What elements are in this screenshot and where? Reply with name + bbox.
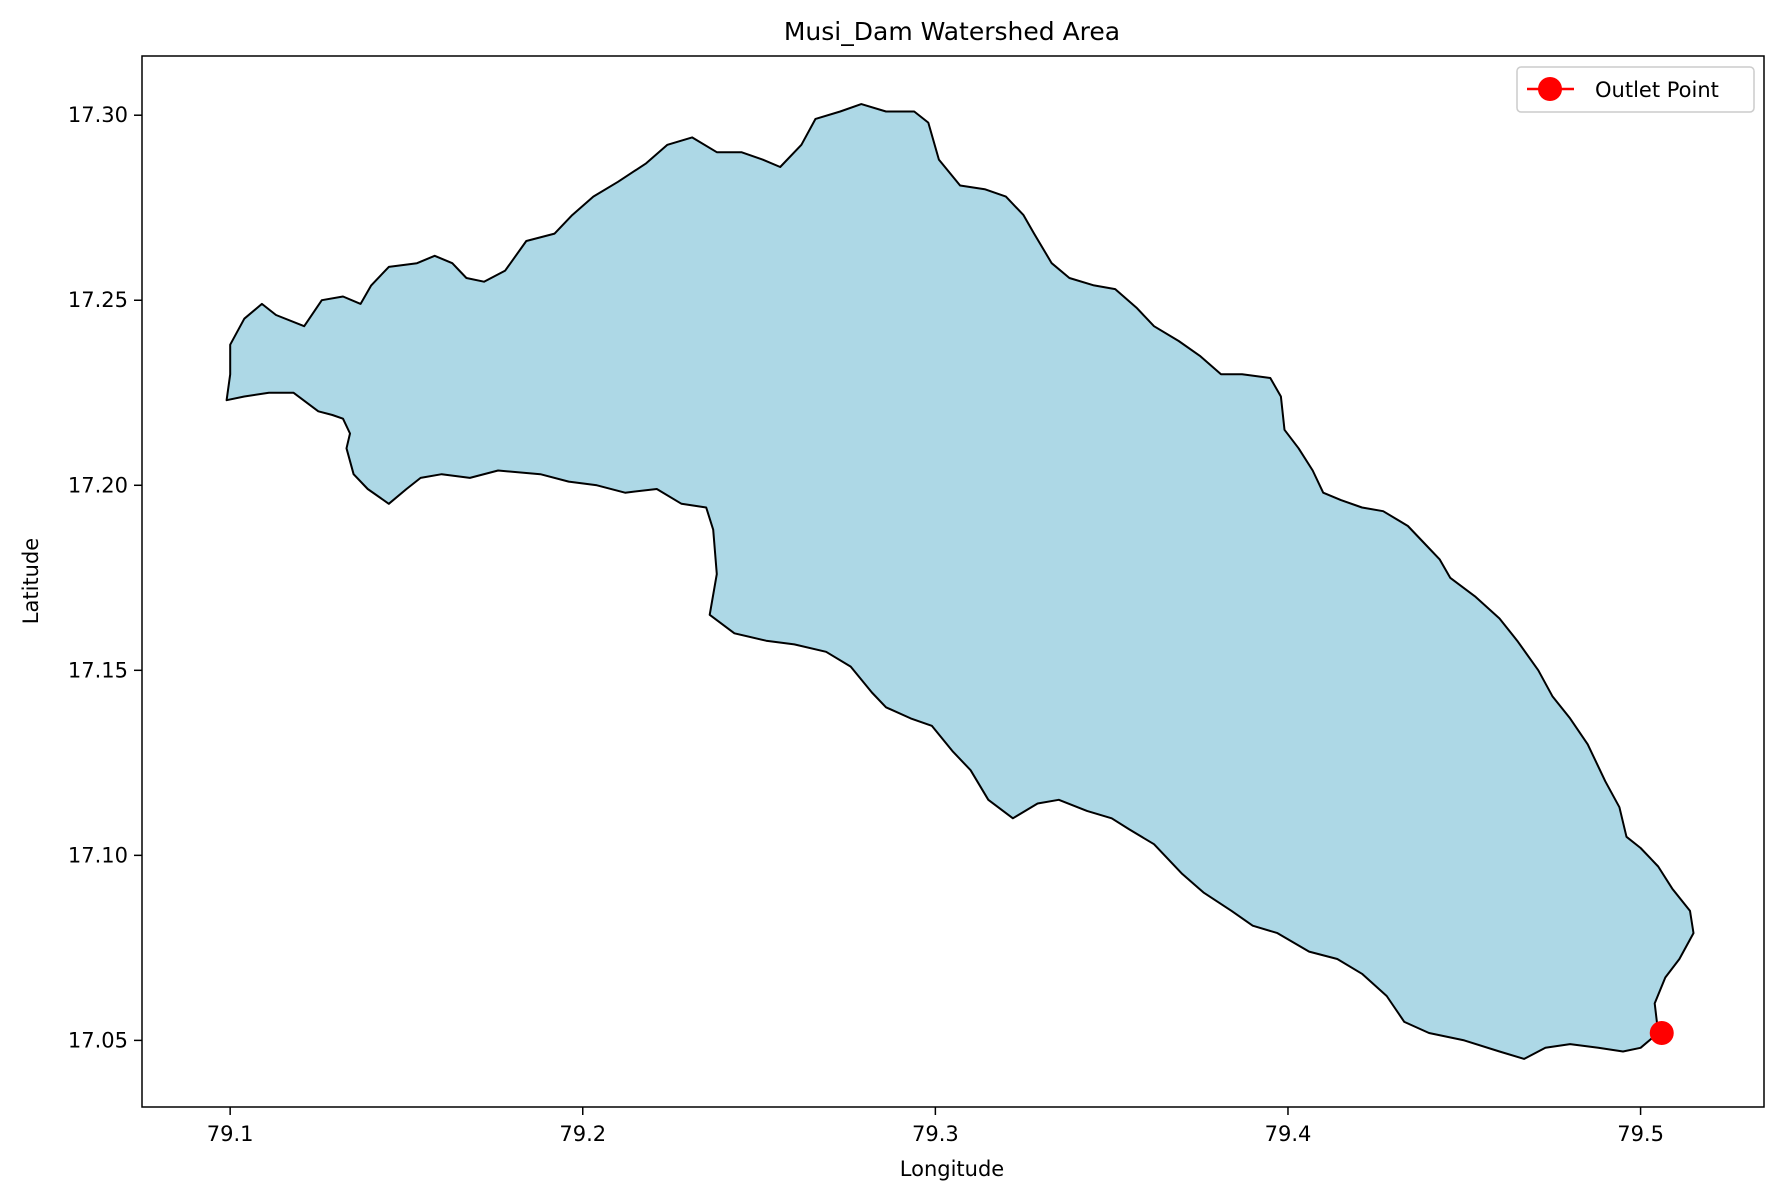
watershed-polygon (225, 103, 1695, 1060)
y-axis: 17.05 17.10 17.15 17.20 17.25 17.30 (68, 103, 142, 1052)
legend-box (1516, 66, 1755, 113)
plot-frame (141, 55, 1765, 1108)
y-tick-label: 17.20 (68, 473, 128, 497)
outlet-point-marker (1649, 1020, 1674, 1045)
chart-title: Musi_Dam Watershed Area (784, 17, 1120, 46)
legend: Outlet Point (1516, 66, 1755, 113)
x-tick-label: 79.4 (1265, 1122, 1312, 1146)
x-tick-label: 79.5 (1617, 1122, 1664, 1146)
y-tick-label: 17.30 (68, 103, 128, 127)
x-axis-label: Longitude (900, 1157, 1004, 1181)
plot-area (225, 103, 1695, 1060)
y-axis-label: Latitude (19, 538, 43, 624)
x-tick-label: 79.2 (559, 1122, 606, 1146)
legend-label-outlet-point: Outlet Point (1595, 78, 1719, 102)
legend-marker (1538, 77, 1562, 101)
x-tick-label: 79.1 (207, 1122, 254, 1146)
y-tick-label: 17.25 (68, 288, 128, 312)
y-tick-label: 17.05 (68, 1028, 128, 1052)
y-tick-label: 17.15 (68, 658, 128, 682)
y-tick-label: 17.10 (68, 843, 128, 867)
x-axis: 79.1 79.2 79.3 79.4 79.5 (207, 1107, 1664, 1146)
x-tick-label: 79.3 (912, 1122, 959, 1146)
